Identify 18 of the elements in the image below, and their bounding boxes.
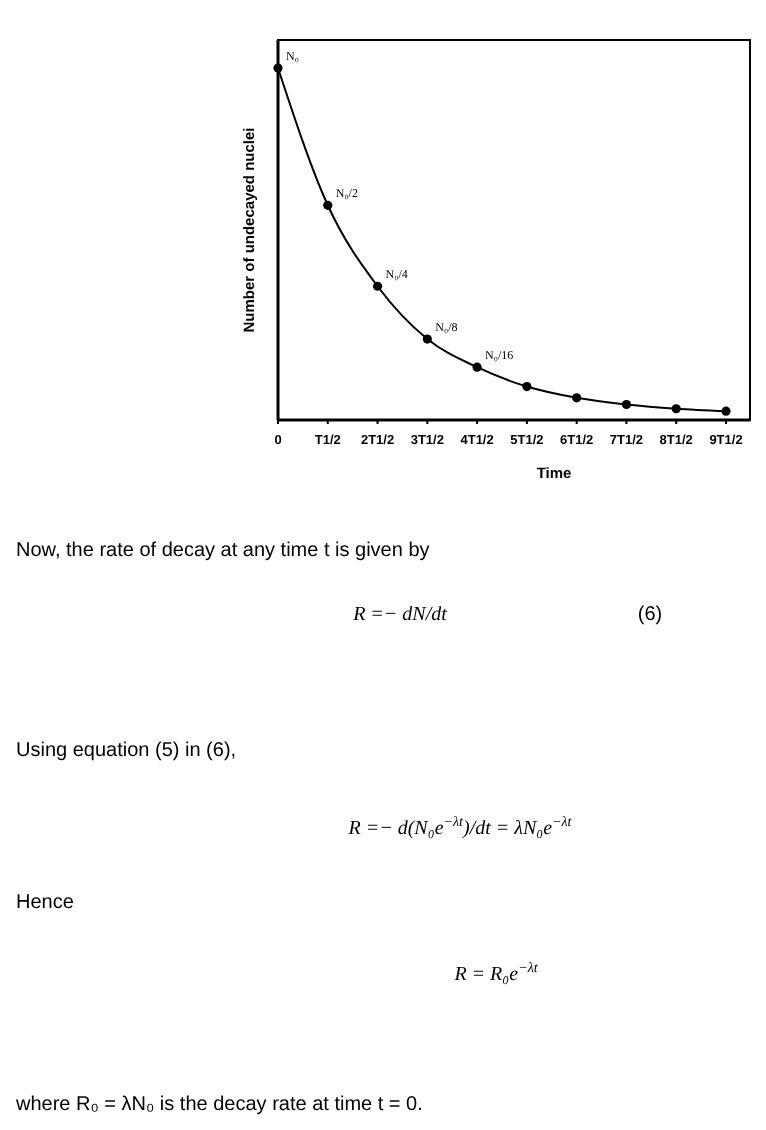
- point: [273, 63, 283, 73]
- point: [372, 281, 383, 291]
- point: [422, 334, 432, 344]
- text: R = R₀e$^{−λt}$: [452, 960, 540, 986]
- text: Using equation (5) in (6),: [16, 740, 237, 762]
- point: [472, 362, 482, 372]
- text: R =− dN/dt: [351, 604, 448, 626]
- point: [522, 381, 532, 392]
- point: [572, 393, 582, 403]
- text: (6): [637, 604, 663, 626]
- text: Hence: [16, 892, 75, 914]
- point: [323, 200, 333, 210]
- point: [721, 406, 731, 416]
- text: Now, the rate of decay at any time t is given by: [16, 540, 430, 562]
- point: [621, 399, 632, 410]
- point: [671, 404, 681, 414]
- text: where R₀ = λN₀ is the decay rate at time t = 0.: [14, 1094, 423, 1116]
- text: R =− d(N₀e$^{−λt}$)/dt = λN₀e$^{−λt}$: [346, 814, 574, 840]
